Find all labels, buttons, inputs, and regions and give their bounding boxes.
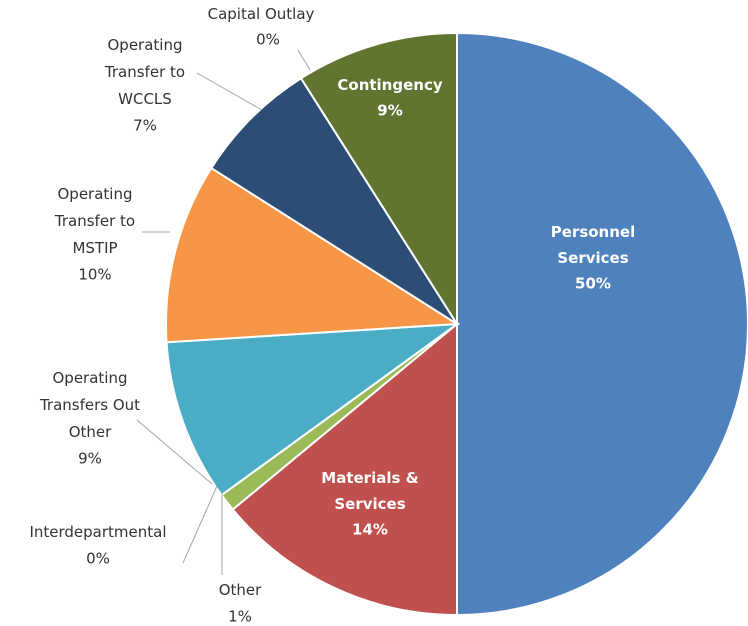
pie-slice xyxy=(231,321,458,617)
leader-line xyxy=(297,49,311,71)
leader-line xyxy=(136,419,213,485)
slice-value-label: 0% xyxy=(86,550,110,568)
pie-slice xyxy=(456,31,748,617)
slice-label: Other xyxy=(219,581,262,599)
slice-label: Operating Transfers Out Other xyxy=(39,369,140,441)
pie-slice xyxy=(299,31,458,328)
slice-value-label: 1% xyxy=(228,608,252,626)
slice-label: Interdepartmental xyxy=(29,523,166,541)
slice-value-label: 9% xyxy=(377,102,402,120)
slice-label: Operating Transfer to WCCLS xyxy=(104,36,185,108)
slice-label: Materials & Services xyxy=(321,469,418,513)
leader-line xyxy=(196,72,263,111)
slice-value-label: 7% xyxy=(133,117,157,135)
slice-label: Contingency xyxy=(337,76,442,94)
slice-value-label: 14% xyxy=(352,521,388,539)
pie-slice xyxy=(209,76,458,325)
slice-label: Personnel Services xyxy=(551,223,635,267)
slice-value-label: 0% xyxy=(256,31,280,49)
leader-line xyxy=(182,485,218,564)
slice-value-label: 9% xyxy=(78,450,102,468)
slice-label: Capital Outlay xyxy=(208,5,315,23)
pie-slice xyxy=(165,166,461,344)
slice-label: Operating Transfer to MSTIP xyxy=(54,185,135,257)
slice-value-label: 50% xyxy=(575,275,611,293)
slice-value-label: 10% xyxy=(78,266,111,284)
